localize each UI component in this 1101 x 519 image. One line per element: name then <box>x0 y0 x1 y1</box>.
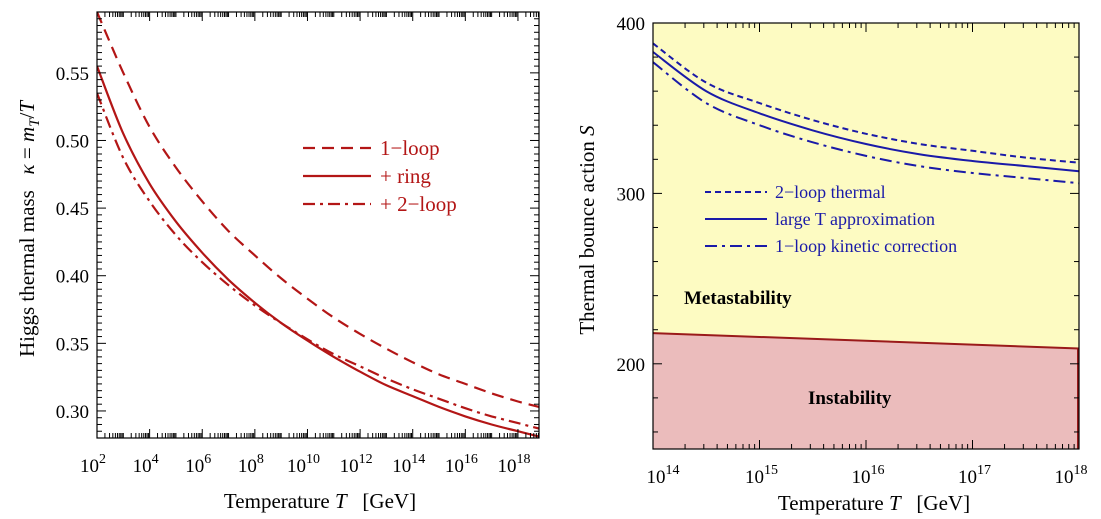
right-y-tick-labels: 200 300 400 <box>617 14 646 376</box>
left-x-tick-label: 1014 <box>392 452 425 477</box>
left-curves <box>97 12 539 438</box>
right-y-tick-label: 200 <box>617 355 646 376</box>
instability-label: Instability <box>808 388 892 409</box>
right-x-tick-label: 1017 <box>958 463 991 488</box>
left-x-tick-label: 1016 <box>445 452 478 477</box>
right-x-axis-label: Temperature T [GeV] <box>778 491 970 515</box>
instability-region <box>653 333 1079 449</box>
left-legend-label: 1−loop <box>380 136 440 160</box>
left-x-tick-label: 104 <box>133 452 159 477</box>
left-ticks <box>96 11 539 439</box>
right-y-axis-label: Thermal bounce action S <box>575 125 599 335</box>
left-series-line-2 <box>97 65 539 438</box>
left-x-axis-label: Temperature T [GeV] <box>224 489 416 513</box>
right-legend: 2−loop thermal large T approximation 1−loo… <box>705 182 957 256</box>
left-y-axis-label: Higgs thermal mass κ = mT/T <box>15 100 43 357</box>
left-legend: 1−loop + ring + 2−loop <box>303 136 457 216</box>
left-y-tick-label: 0.45 <box>56 199 89 220</box>
left-x-tick-label: 1010 <box>287 452 320 477</box>
left-x-tick-label: 1012 <box>340 452 373 477</box>
left-y-tick-label: 0.50 <box>56 131 89 152</box>
left-series-line-3 <box>97 92 539 430</box>
left-series-line-1 <box>97 12 539 408</box>
right-chart: 1014 1015 1016 1017 1018 200 300 400 2−loop th… <box>575 14 1088 515</box>
left-y-tick-label: 0.30 <box>56 402 89 423</box>
left-y-tick-labels: 0.30 0.35 0.40 0.45 0.50 0.55 <box>56 64 89 423</box>
left-chart: 102 104 106 108 1010 1012 1014 1016 1018 0.300.3… <box>15 11 540 513</box>
left-legend-label: + 2−loop <box>380 192 457 216</box>
right-x-tick-label: 1018 <box>1055 463 1088 488</box>
right-x-tick-labels: 1014 1015 1016 1017 1018 <box>647 463 1088 488</box>
metastability-label: Metastability <box>684 288 792 309</box>
left-legend-label: + ring <box>380 164 431 188</box>
right-x-tick-label: 1014 <box>647 463 680 488</box>
right-y-tick-label: 300 <box>617 184 646 205</box>
left-x-tick-label: 106 <box>185 452 211 477</box>
left-x-tick-label: 108 <box>238 452 264 477</box>
left-x-tick-labels: 102 104 106 108 1010 1012 1014 1016 1018 <box>80 452 530 477</box>
left-y-tick-label: 0.35 <box>56 334 89 355</box>
left-x-tick-label: 102 <box>80 452 106 477</box>
stability-boundary-line <box>652 332 1080 350</box>
right-x-tick-label: 1015 <box>745 463 778 488</box>
right-legend-label: 2−loop thermal <box>775 182 886 202</box>
left-x-tick-label: 1018 <box>497 452 530 477</box>
left-y-tick-label: 0.40 <box>56 267 89 288</box>
right-y-tick-label: 400 <box>617 14 646 35</box>
left-plot-frame <box>96 11 540 439</box>
right-x-tick-label: 1016 <box>852 463 885 488</box>
right-legend-label: large T approximation <box>775 209 935 229</box>
right-series-line-1 <box>652 42 1080 164</box>
right-series-line-2 <box>652 51 1080 173</box>
left-y-tick-label: 0.55 <box>56 64 89 85</box>
right-legend-label: 1−loop kinetic correction <box>775 236 957 256</box>
right-ticks <box>652 22 1079 449</box>
right-series-line-3 <box>652 61 1080 185</box>
